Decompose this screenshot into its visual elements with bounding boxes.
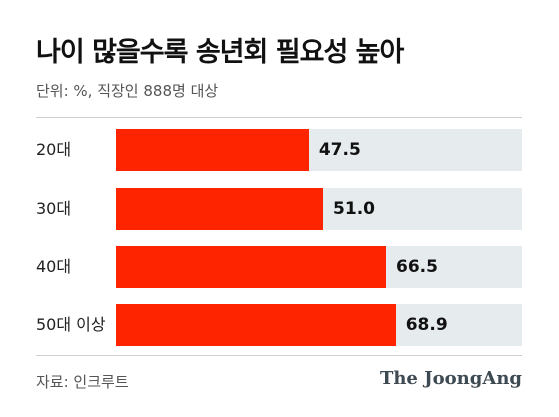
bar	[116, 246, 386, 288]
data-label: 47.5	[318, 140, 361, 160]
bar	[116, 129, 309, 171]
bar	[116, 304, 396, 346]
chart-title: 나이 많을수록 송년회 필요성 높아	[36, 37, 404, 68]
data-label: 68.9	[405, 315, 448, 335]
category-label: 50대 이상	[36, 315, 106, 334]
data-label: 66.5	[395, 257, 438, 277]
category-label: 40대	[36, 257, 72, 276]
category-label: 30대	[36, 199, 72, 218]
bar	[116, 188, 324, 230]
category-label: 20대	[36, 140, 72, 159]
chart-subtitle: 단위: %, 직장인 888명 대상	[36, 82, 219, 100]
source-note: 자료: 인크루트	[36, 373, 129, 391]
brand-logo: The JoongAng	[379, 368, 522, 389]
top-divider	[36, 117, 522, 118]
data-label: 51.0	[333, 199, 375, 219]
bottom-divider	[36, 355, 522, 356]
